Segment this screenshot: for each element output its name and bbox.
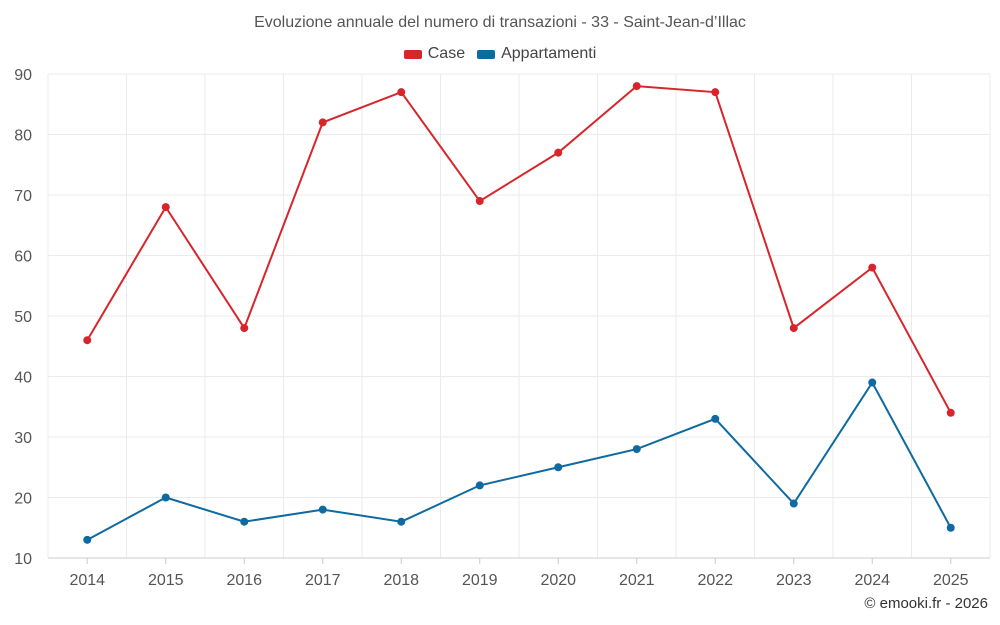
data-point-appartamenti[interactable] [711,414,720,423]
y-tick-label: 80 [14,128,32,145]
data-point-appartamenti[interactable] [632,445,641,454]
x-tick-label: 2015 [148,572,184,589]
data-point-case[interactable] [397,88,406,97]
legend-item-appartamenti[interactable]: Appartamenti [477,45,596,63]
data-point-appartamenti[interactable] [946,523,955,532]
data-point-case[interactable] [475,197,484,206]
y-tick-label: 90 [14,67,32,84]
data-point-appartamenti[interactable] [83,535,92,544]
y-tick-label: 70 [14,188,32,205]
series-line-appartamenti [86,380,952,541]
data-point-appartamenti[interactable] [318,505,327,514]
data-point-case[interactable] [632,82,641,91]
x-tick-label: 2016 [226,572,262,589]
x-tick-label: 2014 [69,572,105,589]
x-tick-label: 2018 [383,572,419,589]
data-point-appartamenti[interactable] [397,517,406,526]
legend-swatch-case [403,49,422,59]
credit-text: © emooki.fr - 2026 [864,595,988,612]
data-point-case[interactable] [868,263,877,272]
x-tick-label: 2020 [540,572,576,589]
chart-title: Evoluzione annuale del numero di transaz… [254,14,746,31]
legend-label-case: Case [427,45,466,62]
data-point-case[interactable] [83,336,92,345]
data-point-appartamenti[interactable] [868,378,877,387]
y-tick-label: 60 [14,249,32,266]
data-point-appartamenti[interactable] [240,517,249,526]
data-point-appartamenti[interactable] [475,481,484,490]
chart-legend: Case Appartamenti [0,45,1000,63]
legend-item-case[interactable]: Case [403,45,466,63]
legend-swatch-appartamenti [477,49,496,59]
x-tick-label: 2023 [776,572,812,589]
data-point-appartamenti[interactable] [161,493,170,502]
x-tick-label: 2021 [619,572,655,589]
y-tick-label: 50 [14,309,32,326]
x-tick-label: 2022 [697,572,733,589]
data-point-appartamenti[interactable] [554,463,563,472]
data-point-case[interactable] [240,324,249,333]
data-point-case[interactable] [711,88,720,97]
data-point-case[interactable] [946,408,955,417]
y-tick-label: 20 [14,491,32,508]
series-line-case [86,85,952,414]
data-point-case[interactable] [789,324,798,333]
x-tick-label: 2024 [854,572,890,589]
data-point-appartamenti[interactable] [789,499,798,508]
legend-label-appartamenti: Appartamenti [501,45,597,62]
data-point-case[interactable] [161,203,170,212]
y-tick-label: 30 [14,430,32,447]
y-tick-label: 40 [14,370,32,387]
x-tick-label: 2025 [933,572,969,589]
y-tick-label: 10 [14,551,32,568]
x-tick-label: 2019 [462,572,498,589]
x-tick-label: 2017 [305,572,341,589]
data-point-case[interactable] [554,148,563,157]
data-point-case[interactable] [318,118,327,127]
